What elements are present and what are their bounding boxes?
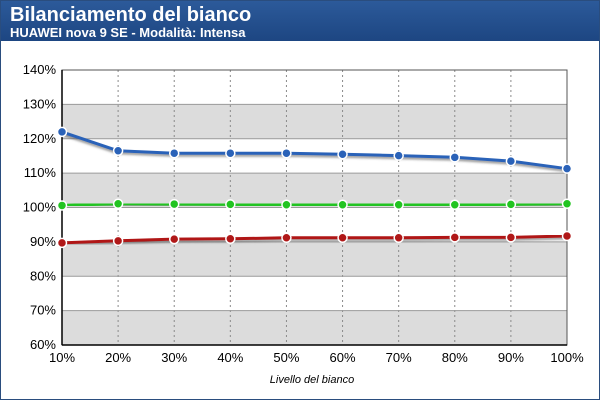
data-point [56, 200, 68, 211]
data-point [168, 233, 180, 245]
series-line [61, 234, 568, 245]
x-tick-label: 90% [498, 350, 524, 365]
y-tick-label: 90% [30, 234, 56, 249]
data-point [225, 147, 236, 159]
data-point [281, 147, 292, 159]
y-tick-label: 80% [30, 268, 56, 283]
data-point [112, 235, 124, 247]
x-axis-label: Livello del bianco [270, 374, 354, 386]
data-point [393, 232, 404, 243]
plot-band [62, 310, 567, 345]
data-point [112, 145, 124, 157]
data-point [505, 155, 517, 167]
plot-background [62, 70, 567, 345]
x-tick-label: 50% [273, 350, 299, 365]
data-point [337, 199, 348, 210]
chart-title: Bilanciamento del bianco [10, 4, 252, 26]
plot-band [62, 276, 567, 311]
data-point [393, 150, 404, 161]
chart-header: Bilanciamento del bianco HUAWEI nova 9 S… [1, 1, 599, 41]
y-tick-label: 140% [23, 62, 57, 77]
x-tick-label: 30% [161, 350, 187, 365]
data-series [56, 126, 573, 249]
series-line [61, 202, 568, 207]
data-point [449, 232, 461, 243]
chart-subtitle: HUAWEI nova 9 SE - Modalità: Intensa [10, 25, 246, 40]
data-point [561, 163, 573, 174]
x-tick-label: 80% [442, 350, 468, 365]
y-tick-labels: 60% 70% 80% 90% 100% 110% 120% 130% 140% [23, 62, 57, 352]
data-point [337, 148, 348, 160]
data-point [505, 232, 517, 243]
data-point [225, 233, 236, 245]
x-tick-label: 70% [386, 350, 412, 365]
data-point [393, 199, 404, 210]
plot-band [62, 241, 567, 277]
y-tick-label: 70% [30, 303, 56, 318]
x-tick-labels: 10% 20% 30% 40% 50% 60% 70% 80% 90% 100% [49, 350, 584, 365]
y-tick-label: 100% [23, 200, 57, 215]
x-tick-label: 10% [49, 350, 75, 365]
y-tick-label: 60% [30, 337, 56, 352]
series-line [61, 130, 568, 171]
data-point [561, 198, 573, 209]
x-tick-label: 40% [217, 350, 243, 365]
data-point [449, 152, 461, 163]
plot-band [62, 104, 567, 139]
data-point [281, 232, 292, 243]
x-tick-label: 20% [105, 350, 131, 365]
data-point [225, 199, 236, 210]
y-tick-label: 130% [23, 96, 57, 111]
y-tick-label: 120% [23, 131, 57, 146]
plot-band [62, 70, 567, 105]
x-tick-label: 100% [550, 350, 584, 365]
data-point [168, 198, 180, 210]
data-point [281, 199, 292, 210]
plot-band [62, 138, 567, 174]
x-tick-label: 60% [330, 350, 356, 365]
data-point [112, 198, 124, 209]
data-point [56, 237, 68, 249]
data-point [168, 147, 180, 159]
data-point [449, 199, 461, 210]
plot-band [62, 173, 567, 208]
data-point [337, 232, 348, 243]
data-point [505, 199, 517, 210]
data-point [561, 230, 573, 242]
data-point [56, 126, 68, 138]
y-tick-label: 110% [24, 165, 57, 180]
